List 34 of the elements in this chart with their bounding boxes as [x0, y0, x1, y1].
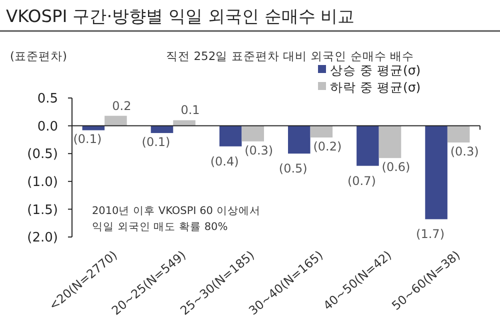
bar [173, 120, 196, 126]
data-label: (0.1) [73, 132, 102, 146]
chart-subtitle: 직전 252일 표준편차 대비 외국인 순매수 배수 [166, 49, 414, 63]
bar [288, 126, 310, 154]
y-tick-label: 0.0 [37, 119, 58, 134]
bar [425, 126, 448, 220]
bar [356, 126, 379, 166]
y-tick-label: (1.0) [27, 174, 58, 190]
y-tick-label: (0.5) [27, 147, 58, 162]
y-tick-label: 0.5 [37, 92, 58, 107]
y-tick-label: (1.5) [27, 202, 58, 218]
data-label: (0.7) [347, 174, 376, 188]
chart-title: VKOSPI 구간·방향별 익일 외국인 순매수 비교 [6, 7, 355, 27]
bar [242, 126, 264, 142]
legend-label: 하락 중 평균(σ) [330, 79, 421, 94]
data-label: 0.1 [180, 103, 200, 118]
bar [219, 126, 242, 146]
data-label: (0.3) [450, 144, 479, 158]
bar [310, 126, 333, 138]
data-label: (0.5) [278, 162, 308, 176]
data-label: (0.3) [244, 143, 274, 158]
data-label: (0.2) [313, 139, 342, 154]
data-label: (0.4) [210, 154, 239, 168]
y-tick-label: (2.0) [27, 230, 58, 246]
annotation: 2010년 이후 VKOSPI 60 이상에서 익일 외국인 매도 확률 80% [92, 205, 260, 233]
legend-label: 상승 중 평균(σ) [330, 62, 421, 78]
bar [378, 126, 402, 158]
y-axis-title: (표준편차) [10, 49, 67, 63]
data-label: (1.7) [416, 227, 445, 242]
data-label: 0.2 [112, 98, 132, 113]
bar [104, 116, 127, 126]
data-label: (0.1) [142, 135, 170, 150]
bar [447, 126, 470, 142]
data-label: (0.6) [382, 160, 410, 174]
